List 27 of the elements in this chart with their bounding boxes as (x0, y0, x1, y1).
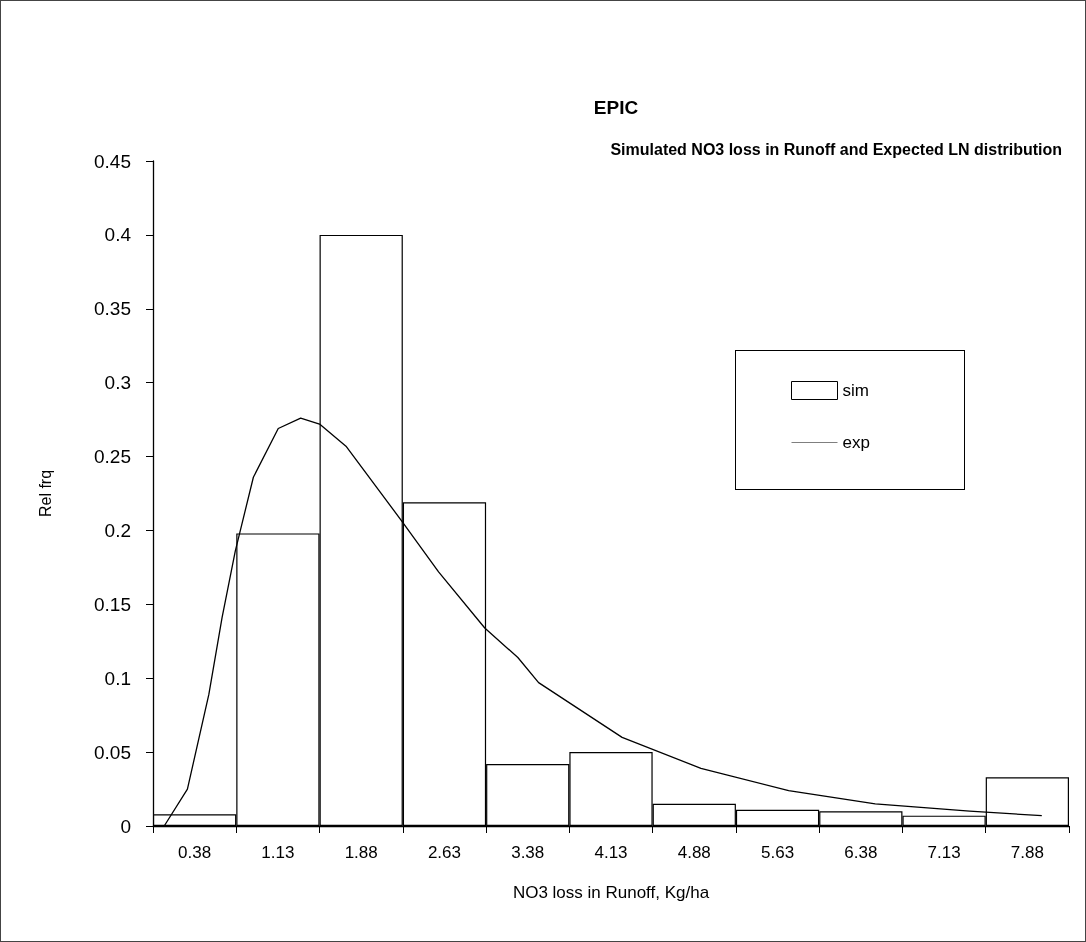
y-tick-label: 0.15 (94, 593, 131, 615)
legend-label: sim (842, 381, 869, 400)
x-tick-label: 0.38 (178, 843, 212, 862)
y-tick-label: 0.3 (104, 372, 131, 394)
x-tick-label: 7.88 (1010, 843, 1044, 862)
x-tick-label: 6.38 (844, 843, 878, 862)
x-tick-label: 1.13 (261, 843, 295, 862)
y-tick-label: 0.05 (94, 741, 131, 763)
legend-label: exp (842, 433, 870, 452)
x-tick-label: 4.88 (677, 843, 711, 862)
x-tick-label: 2.63 (427, 843, 461, 862)
chart-subtitle: Simulated NO3 loss in Runoff and Expected LN distribution (610, 140, 1063, 158)
chart-title: EPIC (593, 97, 639, 118)
x-tick-label: 7.13 (927, 843, 961, 862)
x-tick-label: 3.38 (511, 843, 545, 862)
y-tick-label: 0.1 (104, 667, 131, 689)
y-axis-title: Rel frq (36, 469, 54, 518)
y-tick-label: 0 (120, 815, 131, 837)
y-tick-label: 0.45 (94, 150, 131, 172)
x-axis-title: NO3 loss in Runoff, Kg/ha (512, 883, 710, 902)
y-tick-label: 0.4 (104, 224, 132, 246)
x-tick-label: 5.63 (761, 843, 795, 862)
y-tick-label: 0.2 (104, 519, 131, 541)
x-tick-label: 1.88 (344, 843, 378, 862)
y-tick-label: 0.25 (94, 446, 131, 468)
y-tick-label: 0.35 (94, 298, 131, 320)
x-tick-label: 4.13 (594, 843, 628, 862)
